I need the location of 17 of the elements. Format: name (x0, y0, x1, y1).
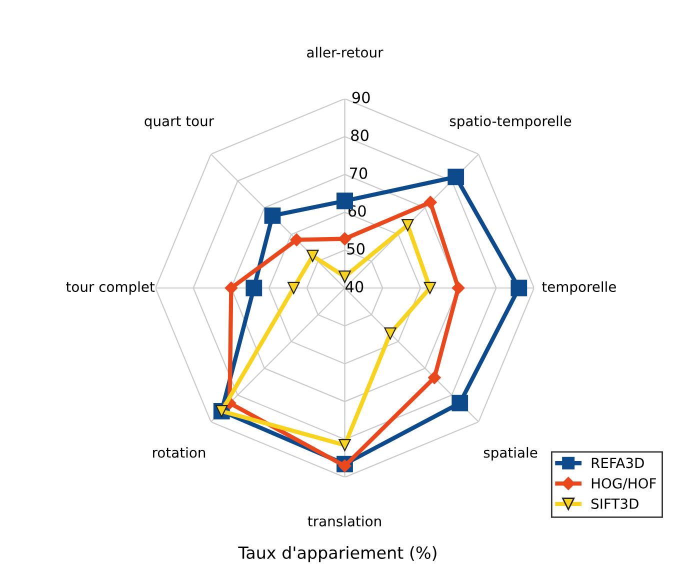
legend-label: SIFT3D (591, 498, 638, 509)
y-tick-label: 50 (347, 243, 365, 255)
y-tick-label: 40 (346, 280, 364, 292)
spoke-label: spatiale (484, 447, 538, 460)
spoke-label: translation (308, 516, 381, 526)
y-tick-label: 80 (351, 130, 368, 142)
spoke-label: quart tour (144, 116, 214, 129)
legend-label: HOG/HOF (592, 478, 656, 490)
spoke-label: temporelle (542, 281, 616, 295)
y-tick-label: 90 (352, 92, 370, 104)
spoke-label: rotation (153, 447, 206, 458)
legend-label: REFA3D (592, 458, 644, 468)
spoke-label: aller-retour (307, 46, 384, 58)
y-tick-label: 70 (350, 167, 368, 179)
text: Taux d'appariement (%) (238, 546, 436, 562)
spoke-label: spatio-temporelle (450, 116, 572, 129)
spoke-label: tour complet (66, 281, 155, 295)
